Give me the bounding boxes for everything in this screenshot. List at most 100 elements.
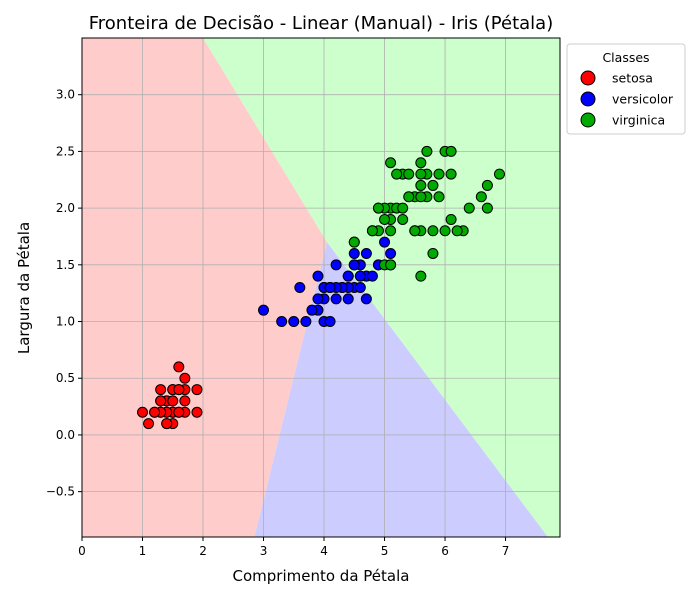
y-tick-label: 1.5 bbox=[56, 258, 75, 272]
y-tick-label: 0.5 bbox=[56, 371, 75, 385]
point-setosa bbox=[173, 406, 185, 418]
point-setosa bbox=[137, 406, 149, 418]
x-axis-label: Comprimento da Pétala bbox=[233, 567, 410, 585]
point-virginica bbox=[451, 225, 463, 237]
y-axis-label: Largura da Pétala bbox=[15, 222, 33, 354]
legend-label-virginica: virginica bbox=[612, 113, 665, 128]
point-virginica bbox=[475, 191, 487, 203]
point-versicolor bbox=[348, 247, 360, 259]
x-tick-label: 4 bbox=[320, 544, 328, 558]
point-virginica bbox=[427, 179, 439, 191]
x-tick-label: 7 bbox=[502, 544, 510, 558]
point-virginica bbox=[445, 213, 457, 225]
point-setosa bbox=[191, 406, 203, 418]
legend-label-setosa: setosa bbox=[612, 71, 653, 86]
point-virginica bbox=[481, 179, 493, 191]
point-versicolor bbox=[306, 304, 318, 316]
y-tick-label: −0.5 bbox=[46, 485, 75, 499]
point-virginica bbox=[481, 202, 493, 214]
point-virginica bbox=[397, 213, 409, 225]
point-versicolor bbox=[354, 282, 366, 293]
legend-marker-virginica bbox=[580, 112, 596, 128]
grid-lines bbox=[81, 38, 560, 537]
x-tick-label: 5 bbox=[381, 544, 389, 558]
legend-label-versicolor: versicolor bbox=[612, 92, 674, 107]
point-virginica bbox=[463, 202, 475, 214]
point-virginica bbox=[366, 225, 378, 237]
point-virginica bbox=[409, 225, 421, 237]
point-virginica bbox=[415, 157, 427, 169]
point-versicolor bbox=[312, 293, 324, 305]
point-virginica bbox=[433, 191, 445, 203]
plot-frame bbox=[81, 37, 561, 538]
point-versicolor bbox=[312, 270, 324, 282]
x-tick-label: 6 bbox=[441, 544, 449, 558]
point-virginica bbox=[385, 259, 397, 271]
point-virginica bbox=[385, 225, 397, 237]
region-virginica bbox=[203, 38, 560, 537]
point-setosa bbox=[161, 418, 173, 430]
point-versicolor bbox=[324, 282, 336, 293]
point-virginica bbox=[439, 225, 451, 237]
point-versicolor bbox=[276, 316, 288, 328]
point-versicolor bbox=[342, 293, 354, 305]
plot-area bbox=[81, 37, 561, 538]
point-virginica bbox=[397, 202, 409, 214]
point-versicolor bbox=[294, 282, 306, 293]
data-points bbox=[137, 145, 505, 430]
y-tick-label: 2.5 bbox=[56, 144, 75, 158]
legend-marker-setosa bbox=[580, 70, 596, 86]
point-versicolor bbox=[330, 293, 342, 305]
point-setosa bbox=[179, 395, 191, 407]
x-axis-ticks: 0 1 2 3 4 5 6 7 bbox=[78, 537, 509, 558]
y-axis-ticks: −0.5 0.0 0.5 1.0 1.5 2.0 2.5 3.0 bbox=[46, 88, 82, 499]
point-virginica bbox=[445, 145, 457, 157]
y-tick-label: 0.0 bbox=[56, 428, 75, 442]
point-versicolor bbox=[360, 247, 372, 259]
point-virginica bbox=[415, 191, 427, 203]
point-setosa bbox=[155, 384, 167, 396]
point-versicolor bbox=[348, 259, 360, 271]
point-setosa bbox=[179, 372, 191, 384]
point-setosa bbox=[149, 406, 161, 418]
point-virginica bbox=[427, 247, 439, 259]
point-setosa bbox=[191, 384, 203, 396]
x-tick-label: 2 bbox=[199, 544, 207, 558]
point-virginica bbox=[403, 168, 415, 180]
point-versicolor bbox=[258, 304, 270, 316]
point-versicolor bbox=[342, 270, 354, 282]
legend: Classes setosa versicolor virginica bbox=[566, 43, 686, 135]
point-versicolor bbox=[385, 247, 397, 259]
point-virginica bbox=[391, 168, 403, 180]
x-tick-label: 0 bbox=[78, 544, 86, 558]
point-setosa bbox=[167, 395, 179, 407]
point-virginica bbox=[421, 145, 433, 157]
point-versicolor bbox=[366, 270, 378, 282]
point-virginica bbox=[415, 270, 427, 282]
region-versicolor bbox=[254, 242, 548, 538]
point-virginica bbox=[415, 179, 427, 191]
point-versicolor bbox=[330, 259, 342, 271]
point-versicolor bbox=[324, 316, 336, 328]
point-virginica bbox=[372, 202, 384, 214]
legend-entries: setosa versicolor virginica bbox=[580, 70, 674, 128]
point-setosa bbox=[173, 384, 185, 396]
y-tick-label: 1.0 bbox=[56, 315, 75, 329]
point-virginica bbox=[493, 168, 505, 180]
point-versicolor bbox=[354, 270, 366, 282]
chart-title: Fronteira de Decisão - Linear (Manual) -… bbox=[89, 13, 553, 34]
point-virginica bbox=[415, 168, 427, 180]
legend-box bbox=[566, 43, 686, 135]
x-tick-label: 3 bbox=[260, 544, 268, 558]
point-versicolor bbox=[288, 316, 300, 328]
y-tick-label: 3.0 bbox=[56, 88, 75, 102]
point-versicolor bbox=[300, 316, 312, 328]
x-tick-label: 1 bbox=[139, 544, 147, 558]
point-virginica bbox=[433, 168, 445, 180]
point-setosa bbox=[155, 395, 167, 407]
legend-title: Classes bbox=[602, 50, 649, 65]
point-virginica bbox=[445, 168, 457, 180]
point-virginica bbox=[379, 213, 391, 225]
legend-marker-versicolor bbox=[580, 91, 596, 107]
